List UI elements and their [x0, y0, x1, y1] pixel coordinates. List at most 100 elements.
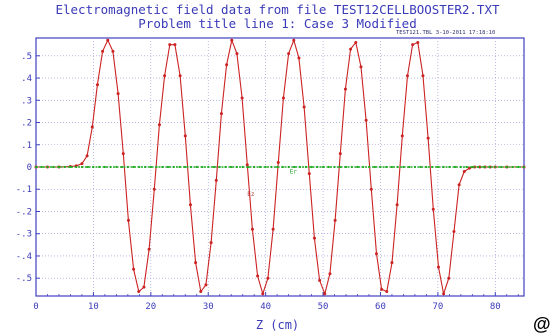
data-point-ez: [80, 162, 84, 166]
y-tick-label: -.4: [16, 252, 32, 262]
data-point-er: [103, 165, 106, 169]
data-point-er: [143, 165, 147, 169]
data-point-ez: [235, 52, 239, 56]
data-point-ez: [126, 218, 130, 222]
data-point-ez: [349, 47, 353, 51]
data-point-er: [155, 165, 158, 169]
data-point-er: [522, 165, 526, 169]
data-point-ez: [178, 74, 182, 78]
data-point-er: [488, 165, 491, 169]
annotation-label: Er: [290, 169, 298, 176]
data-point-er: [247, 165, 250, 169]
data-point-ez: [292, 38, 296, 42]
y-tick-label: -.5: [16, 274, 32, 284]
data-point-ez: [343, 87, 347, 91]
data-point-er: [121, 165, 124, 169]
data-point-ez: [421, 74, 425, 78]
data-point-er: [321, 165, 325, 169]
data-point-ez: [395, 203, 399, 207]
data-point-er: [276, 165, 279, 169]
data-point-er: [195, 165, 198, 169]
data-point-er: [63, 165, 66, 169]
data-point-er: [258, 165, 262, 169]
data-point-ez: [447, 276, 451, 280]
data-point-er: [448, 165, 451, 169]
data-point-ez: [214, 178, 218, 182]
data-point-ez: [157, 123, 161, 127]
data-point-er: [379, 165, 382, 169]
data-point-er: [230, 165, 233, 169]
data-point-ez: [385, 290, 389, 294]
y-tick-label: -.1: [16, 185, 32, 195]
data-point-ez: [338, 152, 342, 156]
data-point-er: [98, 165, 101, 169]
data-point-er: [373, 165, 376, 169]
data-point-er: [419, 165, 422, 169]
x-tick-label: 50: [318, 302, 329, 312]
data-point-er: [482, 165, 485, 169]
data-point-ez: [204, 283, 208, 287]
data-point-ez: [188, 203, 192, 207]
data-point-er: [184, 165, 187, 169]
x-tick-label: 30: [203, 302, 214, 312]
data-point-er: [436, 165, 439, 169]
data-point-ez: [426, 136, 430, 140]
data-point-ez: [380, 287, 384, 291]
data-point-ez: [90, 125, 94, 129]
data-point-ez: [225, 63, 229, 67]
data-point-ez: [457, 183, 461, 187]
data-point-er: [454, 165, 457, 169]
data-point-ez: [219, 112, 223, 116]
data-point-ez: [240, 96, 244, 100]
data-point-er: [333, 165, 336, 169]
data-point-er: [339, 165, 342, 169]
data-point-ez: [245, 163, 249, 167]
y-tick-label: 0: [27, 163, 32, 173]
data-point-ez: [106, 38, 110, 42]
data-point-ez: [359, 65, 363, 69]
data-point-er: [115, 165, 118, 169]
data-point-er: [390, 165, 394, 169]
data-point-ez: [436, 265, 440, 269]
data-point-er: [298, 165, 302, 169]
data-point-er: [327, 165, 330, 169]
data-point-er: [476, 165, 480, 169]
x-tick-label: 80: [490, 302, 501, 312]
data-point-ez: [416, 40, 420, 44]
x-tick-label: 70: [432, 302, 443, 312]
data-point-ez: [271, 227, 275, 231]
data-point-er: [367, 165, 371, 169]
y-tick-label: .3: [21, 96, 32, 106]
x-tick-label: 20: [145, 302, 156, 312]
y-tick-label: -.2: [16, 207, 32, 217]
data-point-er: [207, 165, 210, 169]
data-point-ez: [250, 227, 254, 231]
data-point-er: [350, 165, 353, 169]
data-point-ez: [354, 40, 358, 44]
data-point-er: [172, 165, 175, 169]
data-point-er: [253, 165, 256, 169]
data-point-er: [264, 165, 267, 169]
data-point-er: [126, 165, 129, 169]
chart-timestamp: TEST121.TBL 3-10-2011 17:18:10: [396, 30, 496, 36]
data-point-ez: [137, 290, 141, 294]
data-point-ez: [168, 43, 172, 47]
data-point-er: [92, 165, 95, 169]
data-point-er: [80, 165, 84, 169]
data-point-er: [287, 165, 290, 169]
chart-subtitle: Problem title line 1: Case 3 Modified: [138, 16, 417, 31]
data-point-ez: [328, 272, 332, 276]
x-axis-label: Z (cm): [255, 318, 300, 332]
data-point-ez: [209, 241, 213, 245]
data-point-ez: [312, 236, 316, 240]
data-point-ez: [431, 207, 435, 211]
data-point-ez: [333, 218, 337, 222]
data-point-ez: [364, 118, 368, 122]
data-point-ez: [462, 169, 466, 173]
data-point-ez: [318, 278, 322, 282]
data-point-er: [86, 165, 89, 169]
data-point-er: [212, 165, 216, 169]
data-point-ez: [256, 274, 260, 278]
annotation-label: Ez: [247, 191, 255, 198]
data-point-er: [293, 165, 296, 169]
